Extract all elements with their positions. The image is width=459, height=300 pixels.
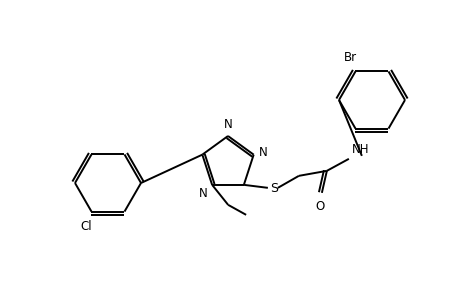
Text: O: O	[314, 200, 324, 213]
Text: Br: Br	[343, 51, 356, 64]
Text: N: N	[258, 146, 267, 159]
Text: S: S	[269, 182, 277, 195]
Text: N: N	[198, 187, 207, 200]
Text: NH: NH	[351, 143, 369, 156]
Text: N: N	[223, 118, 232, 131]
Text: Cl: Cl	[80, 220, 92, 232]
